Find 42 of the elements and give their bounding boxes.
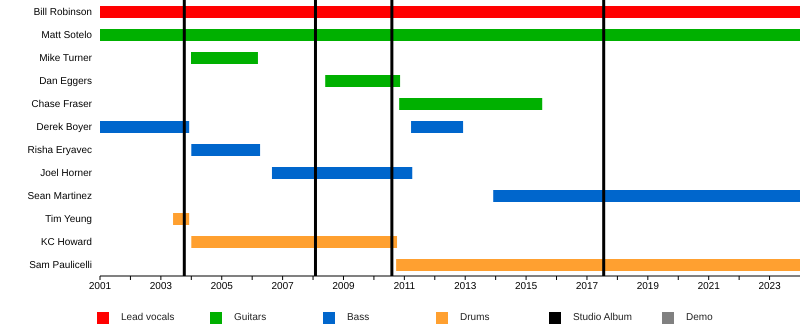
bar <box>191 236 398 248</box>
bar <box>325 75 400 87</box>
x-tick-label: 2009 <box>332 281 356 292</box>
x-tick-label: 2023 <box>758 281 782 292</box>
legend-label: Demo <box>686 312 713 323</box>
x-tick-label: 2017 <box>576 281 599 292</box>
y-tick-label: Chase Fraser <box>31 99 93 110</box>
bar <box>272 167 412 179</box>
x-tick-label: 2005 <box>210 281 234 292</box>
bar <box>493 190 800 202</box>
x-tick-label: 2011 <box>394 281 416 292</box>
y-tick-label: Derek Boyer <box>36 122 93 134</box>
bar <box>100 121 190 133</box>
x-tick-label: 2021 <box>698 281 720 292</box>
y-tick-label: KC Howard <box>40 237 92 248</box>
bar <box>191 52 258 64</box>
y-tick-label: Dan Eggers <box>39 76 92 88</box>
x-tick-label: 2007 <box>271 281 294 292</box>
y-tick-label: Joel Horner <box>40 168 93 180</box>
y-tick-label: Matt Sotelo <box>41 30 92 42</box>
y-tick-label: Mike Turner <box>39 53 93 64</box>
legend-label: Studio Album <box>573 312 632 323</box>
x-tick-label: 2003 <box>150 281 172 292</box>
bar <box>399 98 542 110</box>
legend-label: Guitars <box>234 312 266 323</box>
bar <box>100 29 800 41</box>
x-tick-label: 2015 <box>514 281 538 292</box>
y-tick-label: Sean Martinez <box>28 191 92 202</box>
x-tick-label: 2019 <box>636 281 660 292</box>
legend-label: Bass <box>347 312 370 323</box>
x-tick-label: 2001 <box>88 281 112 292</box>
x-tick-label: 2013 <box>454 281 477 292</box>
legend-label: Drums <box>460 312 490 323</box>
y-tick-label: Tim Yeung <box>45 214 92 226</box>
bar <box>411 121 464 133</box>
y-tick-label: Sam Paulicelli <box>29 260 92 272</box>
y-tick-label: Bill Robinson <box>34 7 92 18</box>
bar <box>100 6 800 18</box>
bar <box>191 144 260 156</box>
bar <box>396 259 800 271</box>
y-tick-label: Risha Eryavec <box>28 145 92 156</box>
legend-label: Lead vocals <box>121 312 174 323</box>
